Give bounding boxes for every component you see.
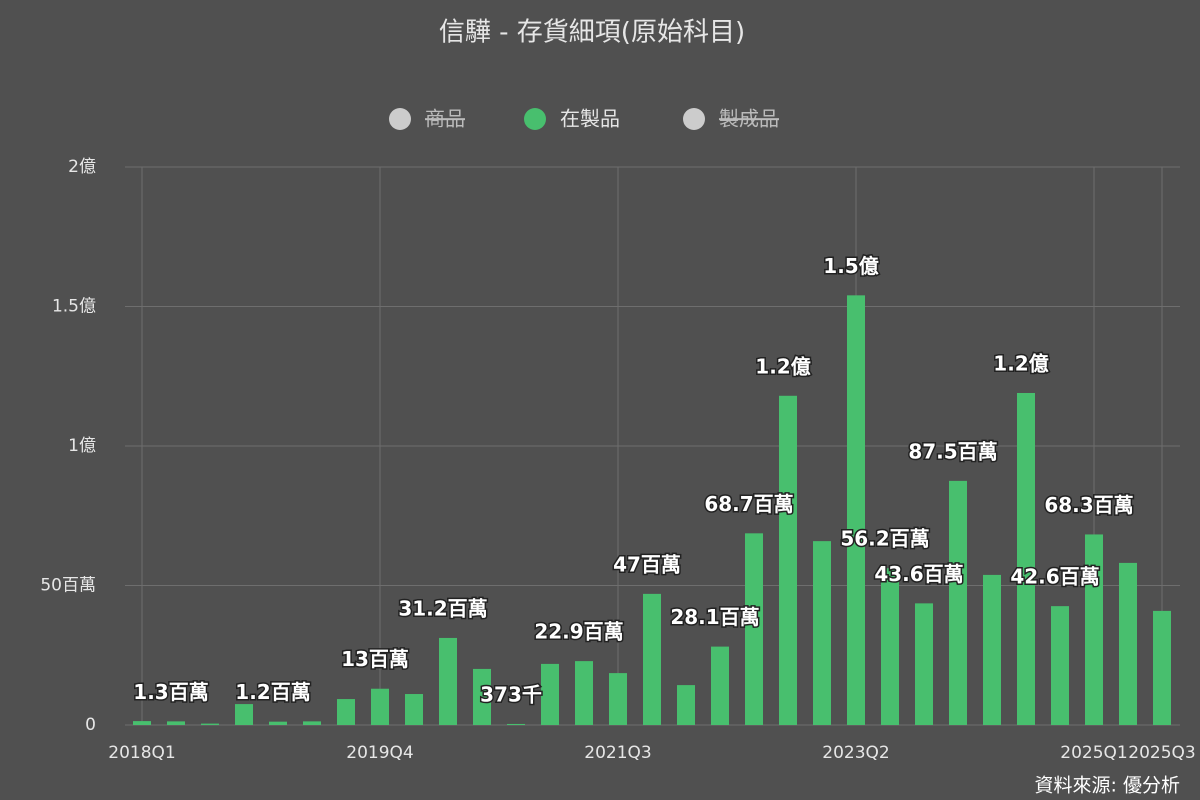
y-tick-label: 2億 bbox=[68, 157, 96, 177]
value-label: 87.5百萬 bbox=[908, 439, 997, 463]
bar bbox=[1085, 534, 1103, 725]
legend-label[interactable]: 商品 bbox=[425, 107, 465, 131]
bar bbox=[303, 721, 321, 725]
bar bbox=[541, 663, 559, 725]
bar bbox=[439, 637, 457, 725]
bar bbox=[643, 593, 661, 725]
value-label: 1.2百萬 bbox=[235, 680, 310, 704]
value-label: 47百萬 bbox=[613, 552, 681, 576]
bar bbox=[371, 688, 389, 725]
value-label: 42.6百萬 bbox=[1010, 565, 1099, 589]
bar bbox=[813, 541, 831, 725]
bar bbox=[677, 685, 695, 725]
bar bbox=[575, 661, 593, 725]
value-label: 1.5億 bbox=[823, 254, 878, 278]
value-label: 22.9百萬 bbox=[534, 620, 623, 644]
y-tick-label: 0 bbox=[85, 715, 96, 735]
x-tick-label: 2025Q3 bbox=[1128, 743, 1195, 763]
bar bbox=[711, 646, 729, 725]
x-tick-label: 2025Q1 bbox=[1060, 743, 1127, 763]
y-tick-label: 50百萬 bbox=[40, 576, 96, 596]
y-tick-label: 1億 bbox=[68, 436, 96, 456]
bar bbox=[1153, 610, 1171, 725]
value-label: 373千 bbox=[480, 682, 542, 706]
value-label: 1.2億 bbox=[993, 351, 1048, 375]
bar bbox=[405, 694, 423, 725]
bar bbox=[235, 704, 253, 725]
value-label: 31.2百萬 bbox=[398, 596, 487, 620]
bar bbox=[201, 723, 219, 725]
value-label: 56.2百萬 bbox=[840, 527, 929, 551]
value-label: 1.2億 bbox=[755, 354, 810, 378]
legend-marker[interactable] bbox=[389, 108, 411, 130]
value-label: 43.6百萬 bbox=[874, 562, 963, 586]
legend-label[interactable]: 在製品 bbox=[560, 107, 620, 131]
x-tick-label: 2019Q4 bbox=[346, 743, 413, 763]
bar bbox=[915, 603, 933, 725]
y-tick-label: 1.5億 bbox=[52, 297, 96, 317]
value-label: 13百萬 bbox=[341, 647, 409, 671]
bar bbox=[167, 721, 185, 725]
value-label: 1.3百萬 bbox=[133, 680, 208, 704]
bar bbox=[269, 721, 287, 725]
legend-label[interactable]: 製成品 bbox=[719, 107, 779, 131]
value-label: 28.1百萬 bbox=[670, 605, 759, 629]
bar bbox=[983, 574, 1001, 725]
bar bbox=[133, 721, 151, 725]
legend-marker[interactable] bbox=[524, 108, 546, 130]
x-tick-label: 2021Q3 bbox=[584, 743, 651, 763]
bar bbox=[745, 533, 763, 725]
bar bbox=[1017, 392, 1035, 725]
legend-marker[interactable] bbox=[683, 108, 705, 130]
chart-title: 信驊 - 存貨細項(原始科目) bbox=[439, 18, 745, 48]
bar bbox=[779, 395, 797, 725]
bar bbox=[473, 668, 491, 725]
source-note: 資料來源: 優分析 bbox=[1035, 775, 1180, 797]
value-label: 68.3百萬 bbox=[1044, 493, 1133, 517]
bar bbox=[847, 295, 865, 725]
bar bbox=[337, 699, 355, 725]
bar bbox=[609, 673, 627, 725]
bar bbox=[1119, 562, 1137, 725]
bar bbox=[881, 568, 899, 725]
x-tick-label: 2023Q2 bbox=[822, 743, 889, 763]
bar bbox=[1051, 606, 1069, 725]
x-tick-label: 2018Q1 bbox=[108, 743, 175, 763]
bar bbox=[507, 723, 525, 725]
bar bbox=[949, 480, 967, 725]
value-label: 68.7百萬 bbox=[704, 492, 793, 516]
